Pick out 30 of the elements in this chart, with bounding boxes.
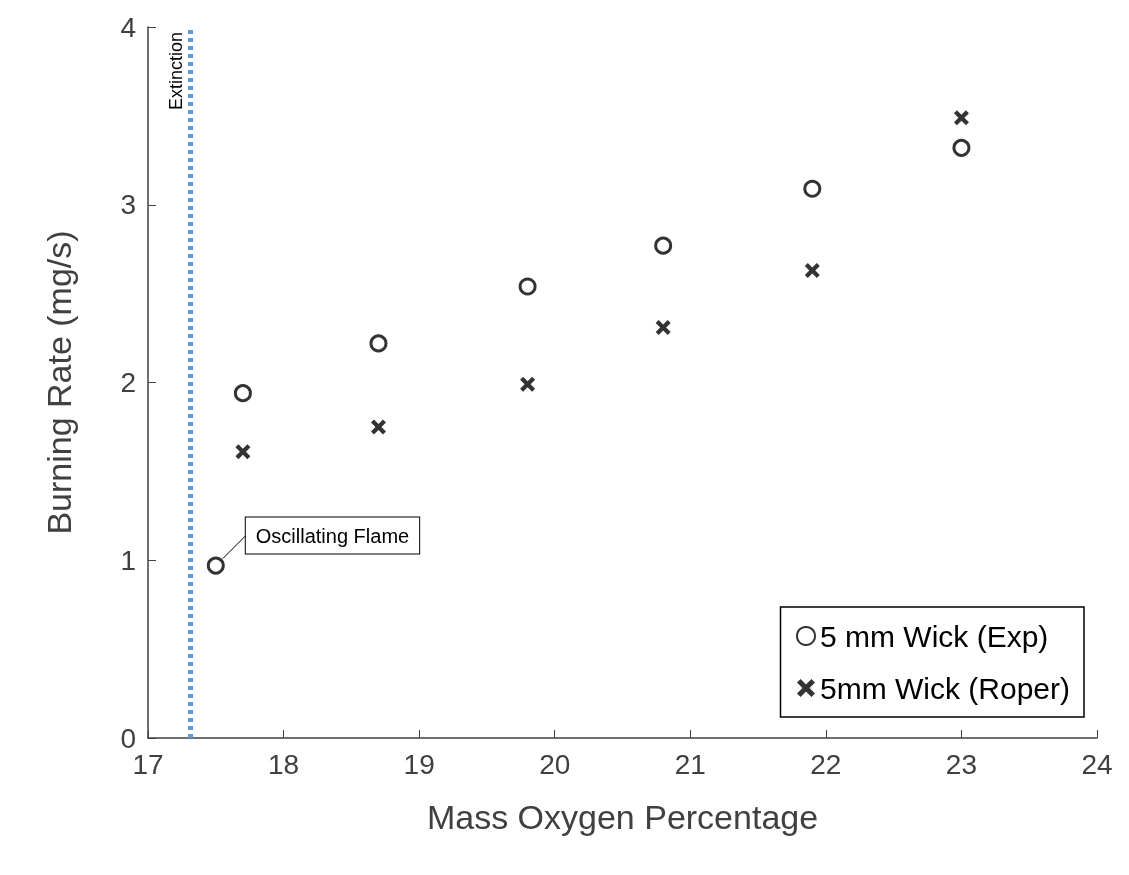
x-tick-label: 20 bbox=[539, 748, 571, 780]
point bbox=[370, 419, 386, 435]
x-axis-title: Mass Oxygen Percentage bbox=[426, 798, 819, 836]
point bbox=[953, 110, 969, 126]
legend-label: 5 mm Wick (Exp) bbox=[820, 619, 1049, 653]
ref-line-label: Extinction bbox=[166, 32, 187, 111]
point bbox=[520, 376, 536, 392]
annotation: Oscillating Flame bbox=[255, 524, 410, 547]
point bbox=[206, 556, 225, 575]
point bbox=[952, 138, 971, 157]
point bbox=[804, 263, 820, 279]
x-tick-label: 21 bbox=[674, 748, 706, 780]
y-tick-label: 2 bbox=[120, 367, 136, 398]
point bbox=[233, 384, 252, 403]
x-tick-label: 19 bbox=[403, 748, 435, 780]
point bbox=[655, 319, 671, 335]
y-tick-label: 1 bbox=[120, 544, 136, 576]
x-tick-label: 24 bbox=[1081, 748, 1113, 780]
point bbox=[654, 236, 673, 255]
x-tick-label: 18 bbox=[267, 748, 300, 780]
legend-label: 5mm Wick (Roper) bbox=[820, 671, 1071, 705]
point bbox=[235, 444, 251, 460]
point bbox=[369, 334, 388, 353]
y-tick-label: 3 bbox=[120, 189, 136, 221]
x-tick-label: 22 bbox=[810, 748, 842, 780]
point bbox=[518, 277, 537, 296]
point bbox=[803, 179, 822, 198]
y-axis-title: Burning Rate (mg/s) bbox=[40, 230, 78, 535]
x-tick-label: 23 bbox=[945, 748, 978, 780]
y-tick-label: 4 bbox=[120, 11, 136, 43]
